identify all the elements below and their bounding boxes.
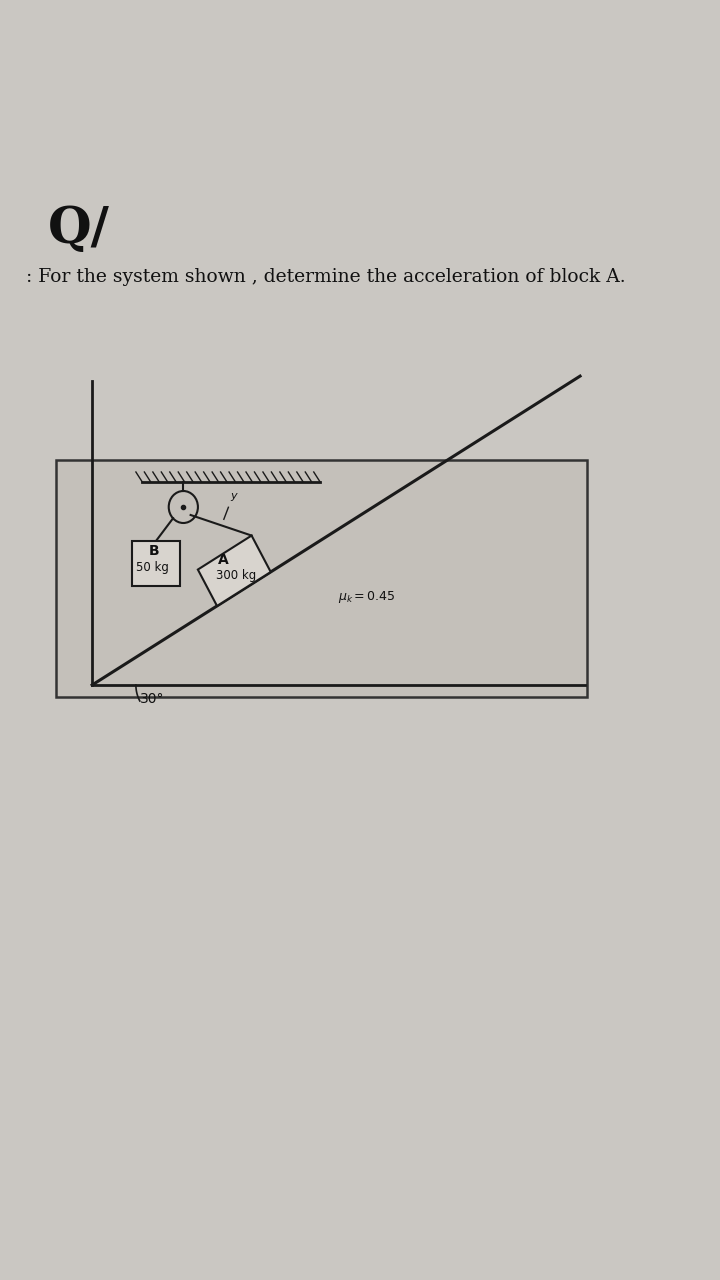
Text: Q/: Q/ [48,205,109,253]
Polygon shape [198,535,271,605]
Bar [132,541,180,586]
Text: 300 kg: 300 kg [216,568,256,581]
Text: 30°: 30° [140,692,164,707]
Bar [55,460,588,698]
Text: 50 kg: 50 kg [136,561,168,573]
Text: y: y [230,492,237,502]
Text: A: A [218,553,229,567]
Text: : For the system shown , determine the acceleration of block A.: : For the system shown , determine the a… [25,268,625,285]
Text: B: B [149,544,159,558]
Text: $\mu_k = 0.45$: $\mu_k = 0.45$ [338,589,396,605]
